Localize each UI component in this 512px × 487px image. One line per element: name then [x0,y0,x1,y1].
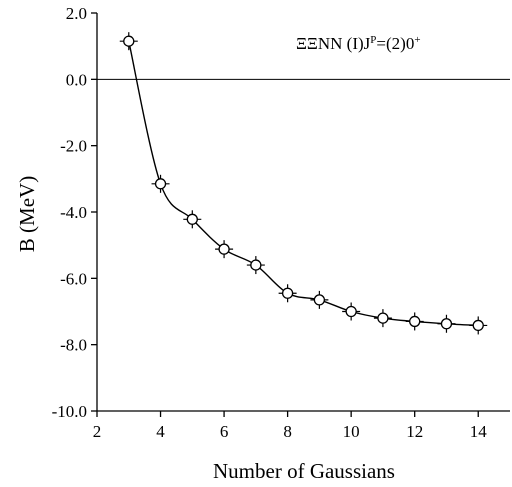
data-point [183,210,202,229]
data-point [119,32,138,51]
y-tick-label: -4.0 [60,203,87,222]
annotation-main: ΞΞNN (I)J [296,34,371,53]
annotation: ΞΞNN (I)JP=(2)0+ [296,34,421,53]
x-tick-label: 8 [283,422,292,441]
data-point [373,309,392,328]
data-point [278,284,297,303]
data-marker [218,243,230,255]
x-tick-label: 14 [470,422,488,441]
data-point [437,314,456,333]
data-marker [472,319,484,332]
y-tick-label: -10.0 [52,402,87,421]
y-tick-label: -8.0 [60,336,87,355]
data-marker [313,294,326,306]
x-tick-label: 2 [93,422,102,441]
data-point [469,316,488,335]
data-point [405,312,424,331]
y-tick-label: 0.0 [66,70,87,89]
data-marker [377,312,389,324]
x-axis-title: Number of Gaussians [213,459,395,483]
data-point [310,290,329,309]
annotation-sup: P [370,34,376,46]
y-axis-title: B (MeV) [15,176,39,252]
data-marker [123,35,135,47]
annotation-sup2: + [414,34,420,46]
series [119,32,488,335]
y-tick-label: 2.0 [66,4,87,23]
data-point [246,256,265,275]
data-marker [440,318,453,330]
data-marker [345,305,357,318]
data-point [215,240,234,259]
axes [96,13,510,412]
data-marker [154,178,167,190]
data-point [342,302,361,321]
annotation-main2: =(2)0 [376,34,414,53]
ticks: 2.0 0.0 -2.0 -4.0 -6.0 -8.0 -10.0 2 4 6 8 10 12 14 [52,4,488,441]
data-marker [186,213,198,225]
y-tick-label: -2.0 [60,137,87,156]
x-tick-label: 10 [343,422,360,441]
series-line [128,41,479,327]
x-tick-label: 4 [156,422,165,441]
data-marker [250,259,262,271]
data-marker [409,315,421,328]
y-tick-label: -6.0 [60,269,87,288]
data-point [151,174,170,193]
x-tick-label: 6 [220,422,229,441]
x-tick-label: 12 [406,422,423,441]
data-marker [281,287,294,299]
